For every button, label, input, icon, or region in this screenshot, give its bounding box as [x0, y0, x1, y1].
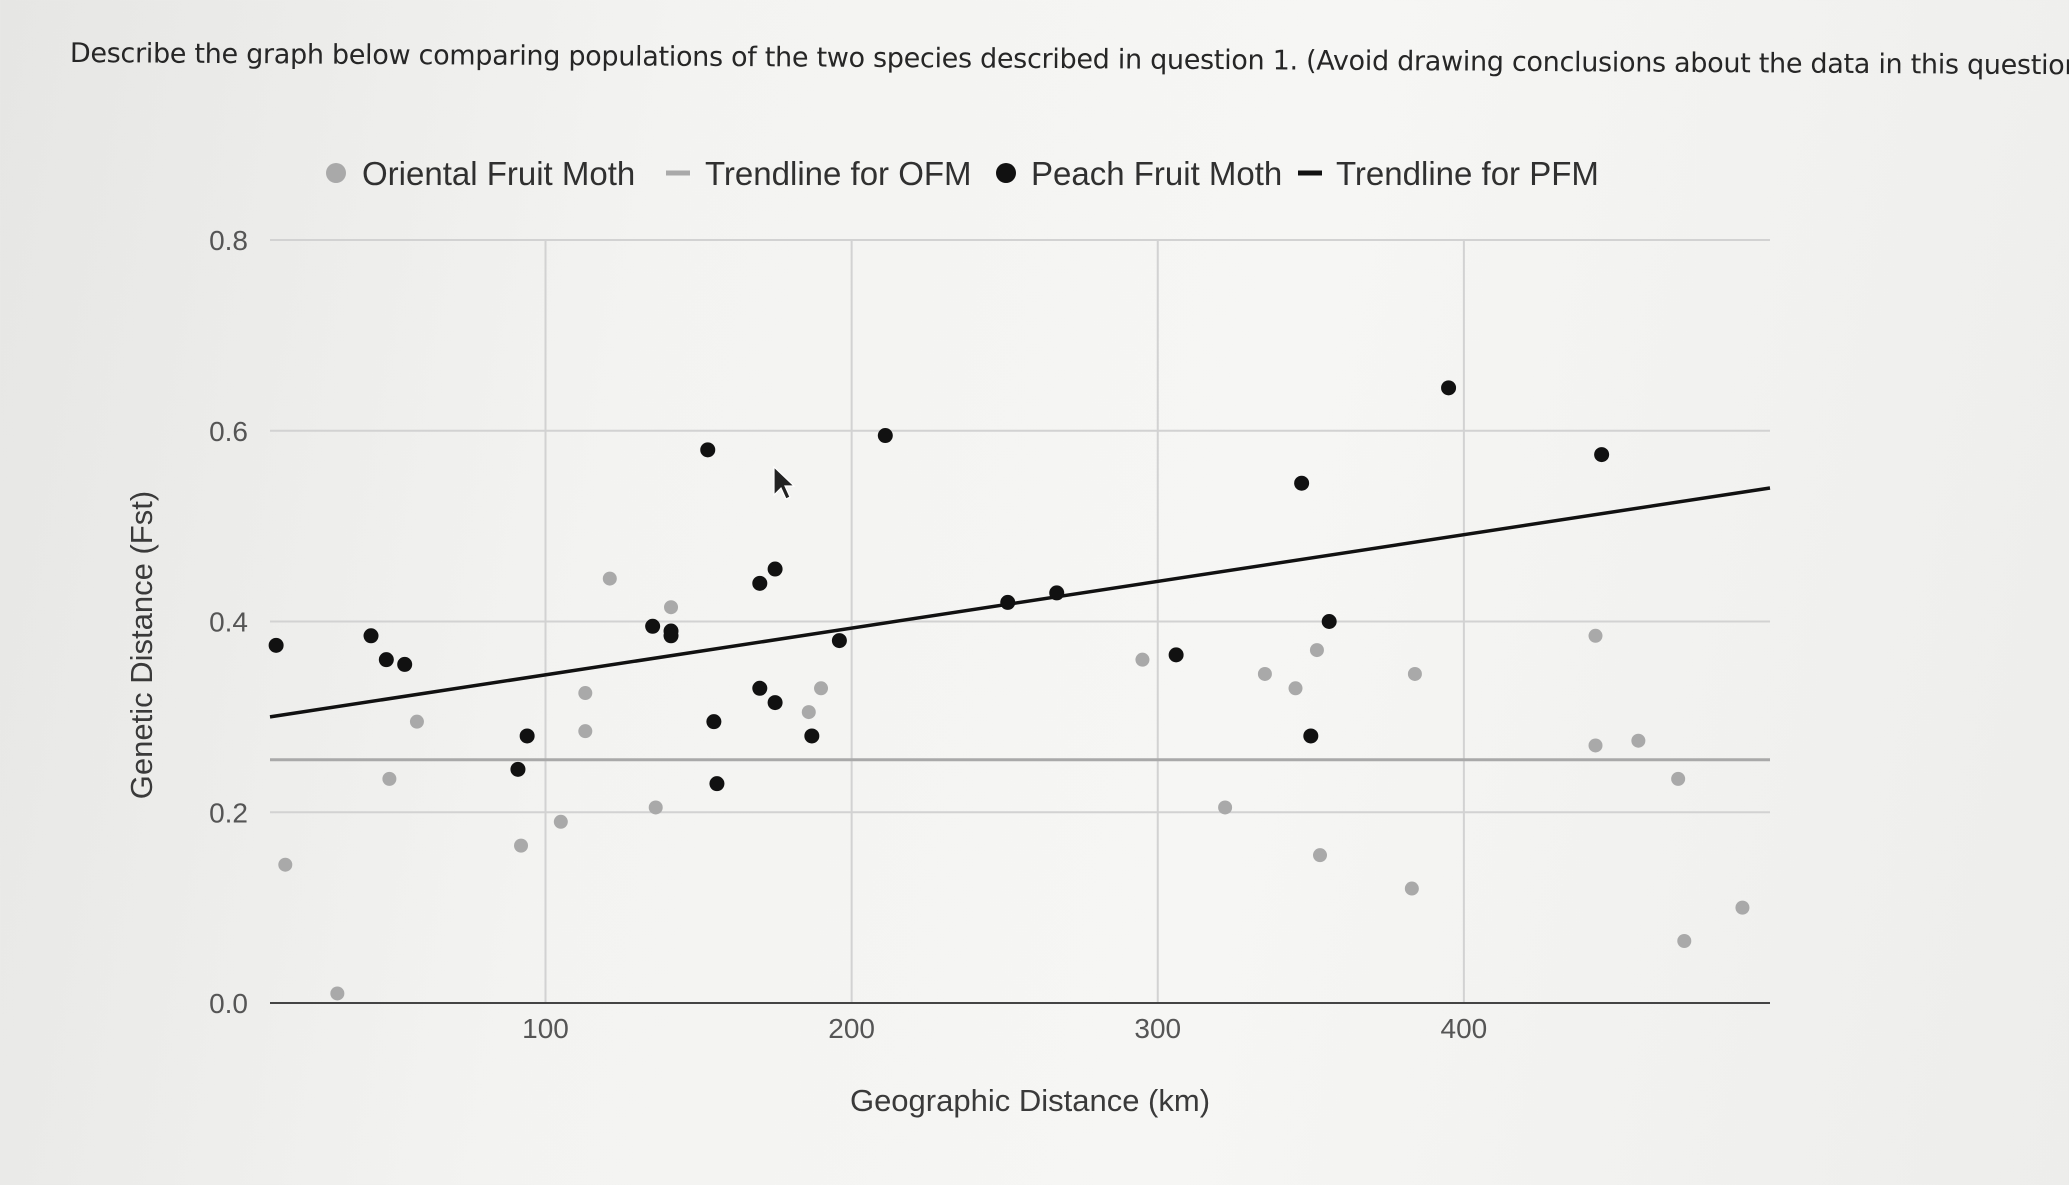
data-point: [278, 857, 293, 872]
data-point: [767, 695, 783, 711]
legend-marker: [996, 163, 1016, 183]
x-tick-label: 100: [522, 1013, 569, 1044]
data-point: [578, 686, 593, 701]
data-point: [330, 986, 345, 1001]
x-axis-title: Geographic Distance (km): [850, 1083, 1210, 1118]
data-point: [553, 814, 568, 829]
data-point: [1321, 614, 1337, 629]
data-point: [268, 637, 284, 653]
y-tick-label: 0.4: [209, 607, 248, 638]
gridlines: [270, 239, 1770, 1003]
y-tick-label: 0.8: [209, 225, 248, 256]
data-point: [814, 681, 829, 696]
data-point: [1588, 738, 1603, 753]
data-point: [1631, 733, 1646, 748]
data-point: [648, 800, 663, 815]
data-point: [1404, 881, 1419, 896]
data-point: [663, 628, 679, 644]
data-point: [602, 571, 617, 586]
data-point: [1257, 666, 1272, 681]
trendlines: [269, 486, 1771, 762]
data-point: [664, 600, 679, 615]
x-tick-label: 400: [1441, 1013, 1488, 1044]
data-point: [700, 442, 716, 458]
data-point: [1671, 771, 1686, 786]
data-points: [268, 380, 1750, 1001]
legend-label: Trendline for OFM: [705, 155, 972, 192]
legend-label: Peach Fruit Moth: [1031, 155, 1282, 192]
data-point: [510, 761, 526, 777]
y-tick-label: 0.2: [209, 797, 248, 828]
data-point: [397, 656, 413, 672]
data-point: [1677, 934, 1692, 949]
data-point: [1218, 800, 1233, 815]
data-point: [1735, 900, 1750, 915]
data-point: [1135, 652, 1150, 667]
data-point: [1168, 647, 1184, 663]
data-point: [1294, 475, 1310, 491]
data-point: [804, 728, 820, 744]
data-point: [1309, 643, 1324, 658]
cursor-arrow-icon: [773, 465, 796, 500]
data-point: [514, 838, 529, 853]
data-point: [752, 680, 768, 696]
data-point: [1441, 380, 1457, 396]
legend: Oriental Fruit Moth Trendline for OFM Peac…: [326, 155, 1599, 192]
y-tick-label: 0.0: [209, 988, 248, 1019]
data-point: [1313, 848, 1327, 863]
data-point: [1407, 666, 1422, 681]
data-point: [1588, 628, 1603, 643]
data-point: [767, 561, 783, 577]
data-point: [706, 714, 722, 730]
data-point: [378, 652, 394, 668]
legend-label: Oriental Fruit Moth: [362, 155, 635, 192]
data-point: [1303, 728, 1319, 744]
data-point: [1288, 681, 1303, 696]
data-point: [1049, 585, 1065, 601]
data-point: [645, 618, 661, 634]
data-point: [1000, 594, 1016, 610]
y-tick-label: 0.6: [209, 416, 248, 447]
data-point: [363, 628, 379, 644]
data-point: [752, 575, 768, 591]
data-point: [709, 776, 725, 792]
data-point: [382, 771, 397, 786]
data-point: [519, 728, 535, 744]
data-point: [578, 724, 593, 739]
x-tick-label: 300: [1134, 1013, 1181, 1044]
x-tick-label: 200: [828, 1013, 875, 1044]
legend-label: Trendline for PFM: [1336, 155, 1599, 192]
data-point: [409, 714, 424, 729]
y-axis-title: Genetic Distance (Fst): [124, 491, 159, 799]
trendline: [269, 486, 1771, 719]
data-point: [801, 705, 816, 720]
data-point: [1594, 447, 1610, 463]
tick-labels: 0.0 0.2 0.4 0.6 0.8 100 200 300 400: [209, 225, 1487, 1044]
data-point: [831, 633, 847, 649]
data-point: [877, 428, 893, 444]
legend-marker: [326, 163, 346, 183]
